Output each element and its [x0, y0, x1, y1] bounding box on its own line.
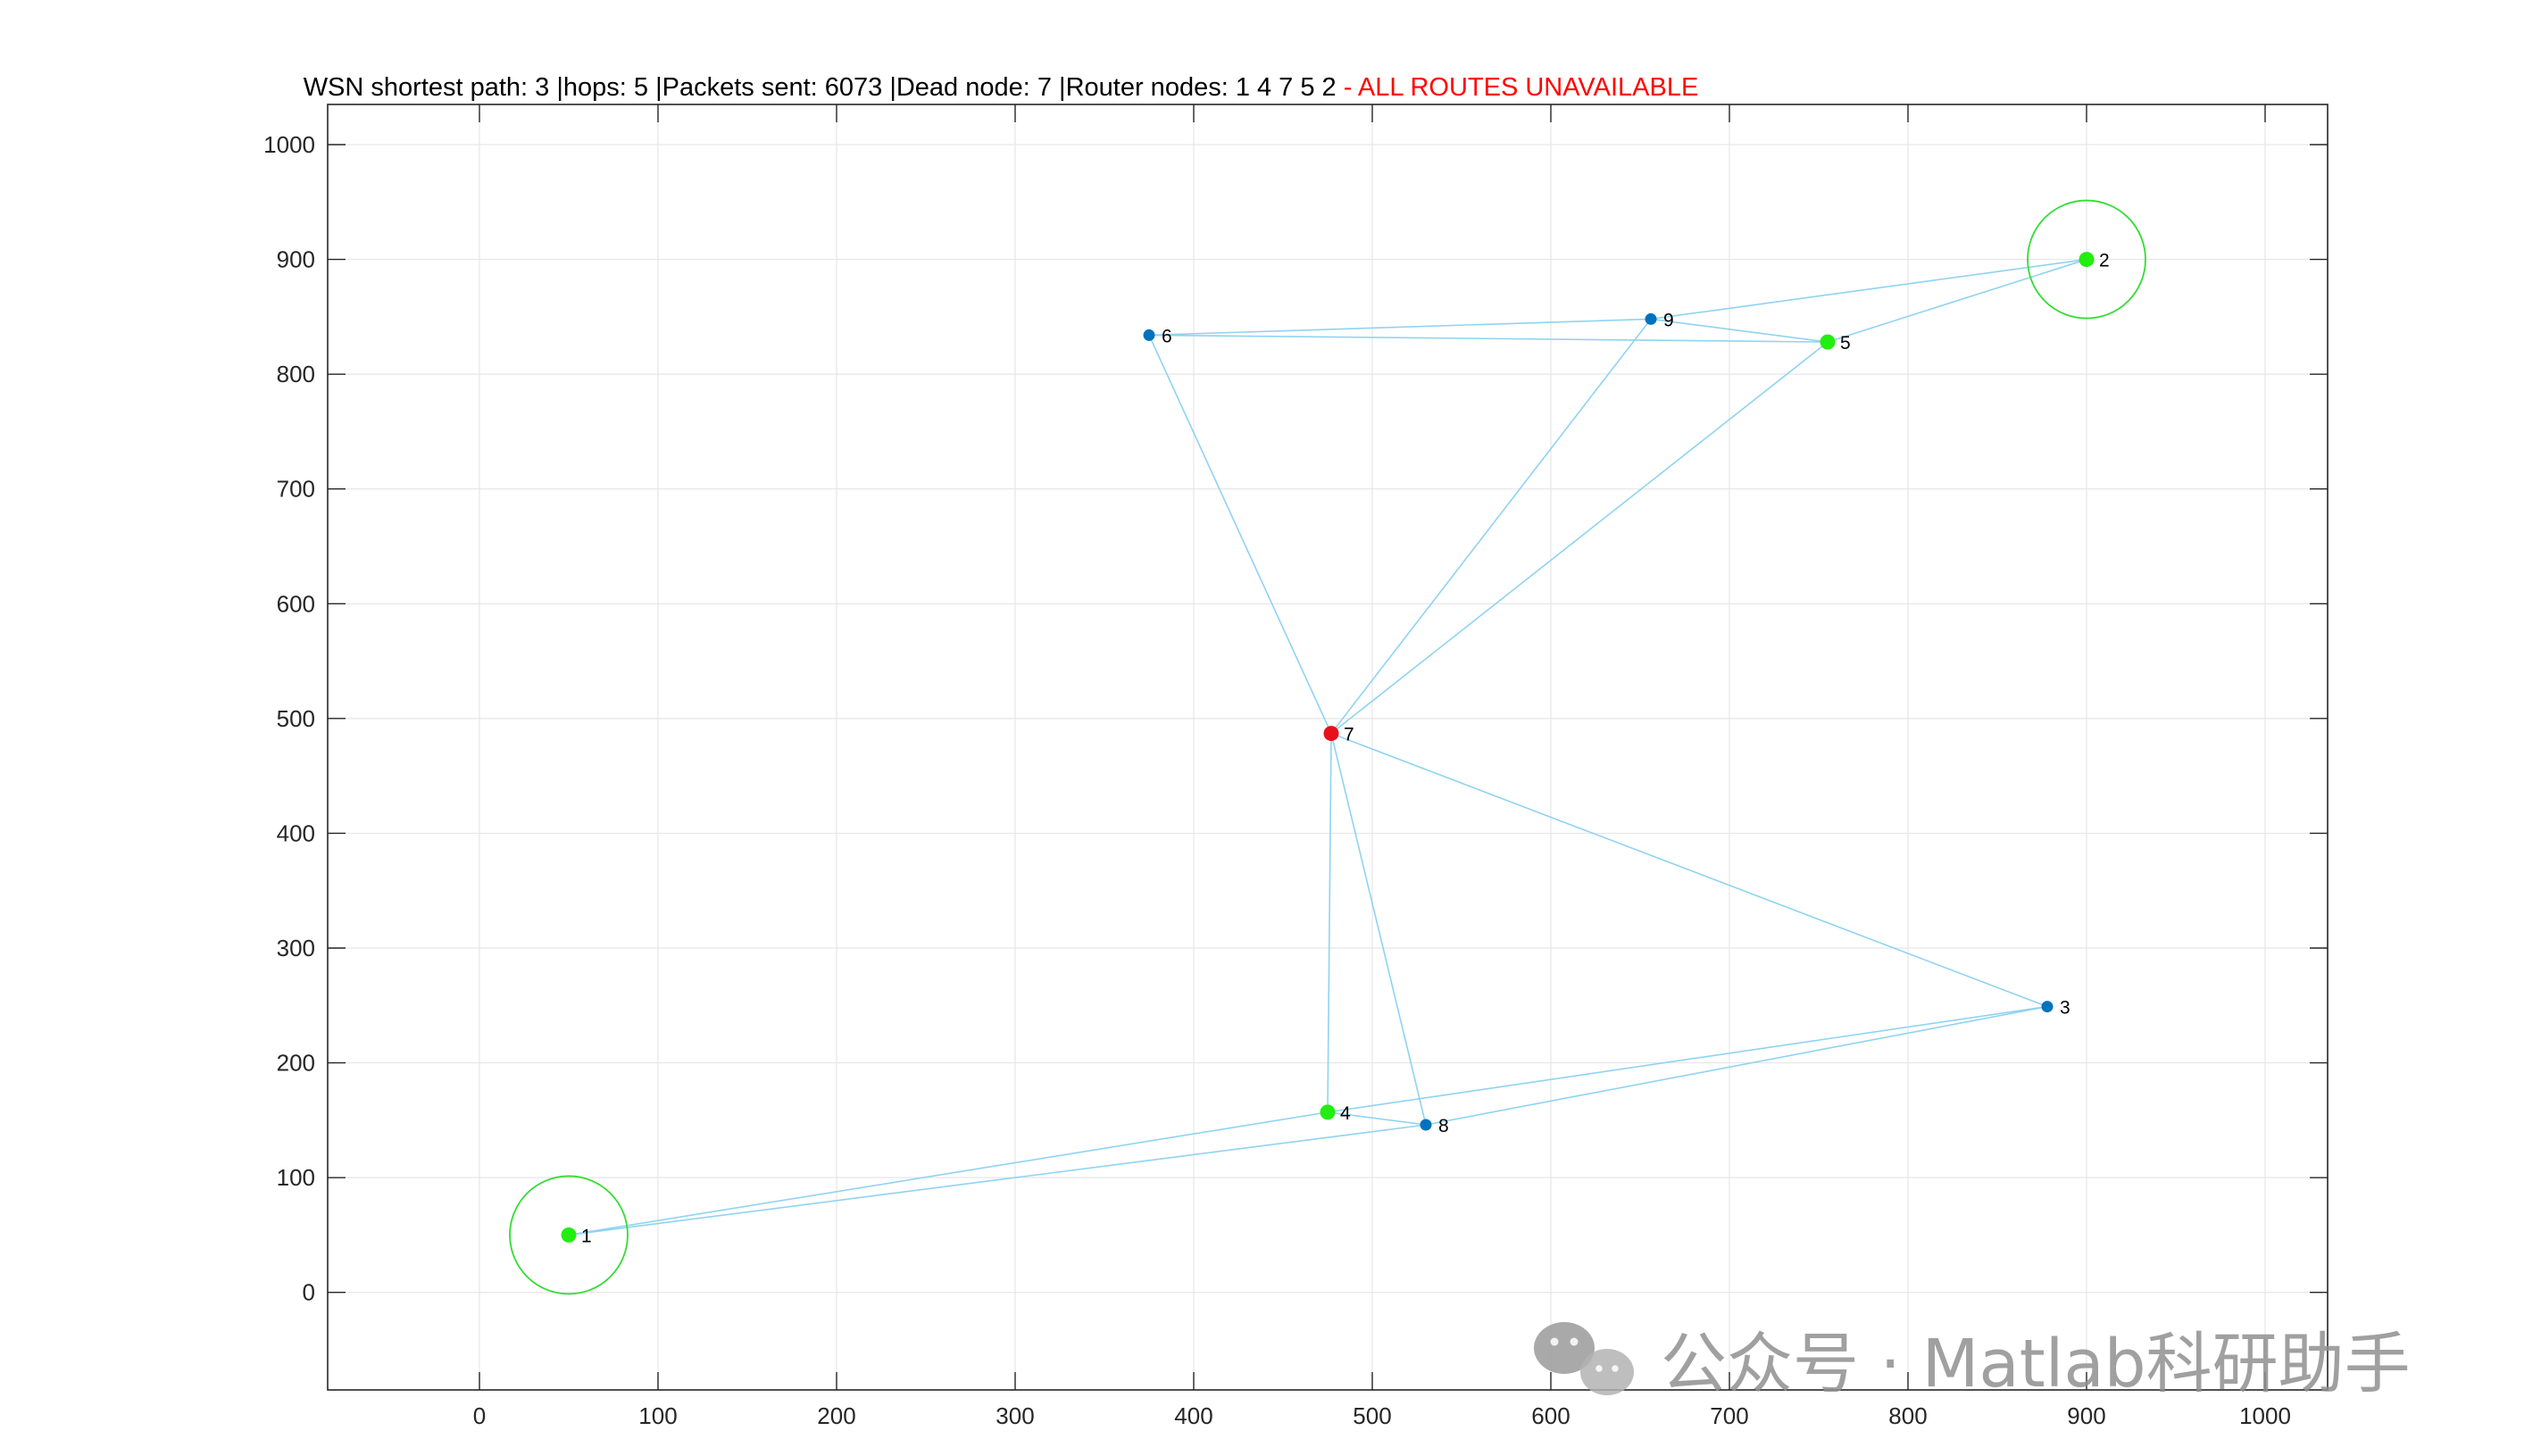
node-3-marker: [2041, 1001, 2054, 1013]
watermark-text: 公众号 · Matlab科研助手: [1661, 1326, 2411, 1402]
node-labels: 1 2 3 4 5 6 7 8 9: [581, 251, 2110, 1247]
x-tick-label: 400: [1174, 1402, 1212, 1429]
link-4-3: [1327, 1005, 2048, 1113]
range-circles: [509, 199, 2146, 1295]
y-tick-label: 400: [277, 820, 315, 846]
range-circle-1: [509, 1175, 629, 1295]
link-7-6: [1148, 335, 1332, 734]
link-6-5: [1148, 334, 1829, 343]
link-6-9: [1148, 318, 1652, 337]
y-tick-label: 0: [303, 1279, 315, 1306]
x-tick-label: 300: [996, 1402, 1034, 1429]
y-tick-label: 500: [277, 705, 315, 732]
x-tick-label: 200: [817, 1402, 855, 1429]
wechat-icon: [1534, 1322, 1634, 1395]
link-5-2: [1827, 258, 2087, 343]
x-tick-label: 100: [638, 1402, 677, 1429]
node-3-label: 3: [2060, 998, 2070, 1019]
axis-ticks: [328, 104, 2328, 1390]
link-9-5: [1650, 318, 1829, 343]
y-tick-label: 1000: [263, 131, 315, 158]
x-tick-label: 500: [1353, 1402, 1391, 1429]
node-2-marker: [2079, 252, 2095, 268]
y-tick-label: 800: [277, 361, 315, 387]
link-7-3: [1330, 732, 2048, 1008]
link-4-8: [1327, 1111, 1427, 1126]
y-tick-label: 700: [277, 476, 315, 503]
watermark: 公众号 · Matlab科研助手: [1534, 1322, 2411, 1402]
node-8-marker: [1420, 1119, 1432, 1131]
x-tick-label: 600: [1531, 1402, 1570, 1429]
node-2-label: 2: [2099, 251, 2110, 271]
node-5-label: 5: [1840, 333, 1851, 354]
node-7-label: 7: [1344, 725, 1354, 745]
node-6-marker: [1143, 329, 1155, 341]
link-1-4: [568, 1111, 1329, 1236]
y-tick-labels: 0 100 200 300 400 500 600 700 800 900 1000: [263, 131, 315, 1306]
chart-title: WSN shortest path: 3 |hops: 5 |Packets s…: [304, 73, 1699, 102]
y-tick-label: 300: [277, 935, 315, 961]
link-1-8: [568, 1124, 1427, 1236]
link-7-5: [1330, 341, 1829, 735]
plot-box: [327, 104, 2329, 1391]
x-tick-label: 900: [2067, 1402, 2105, 1429]
network-links: [568, 258, 2087, 1236]
y-tick-label: 900: [277, 246, 315, 273]
x-tick-label: 800: [1888, 1402, 1927, 1429]
node-5-marker: [1820, 334, 1836, 350]
link-9-2: [1650, 258, 2087, 320]
chart-title-main: WSN shortest path: 3 |hops: 5 |Packets s…: [304, 73, 1337, 102]
chart-title-warning: - ALL ROUTES UNAVAILABLE: [1337, 73, 1699, 102]
node-8-label: 8: [1438, 1116, 1449, 1136]
link-8-7: [1330, 733, 1427, 1126]
node-9-marker: [1645, 312, 1657, 325]
y-tick-label: 100: [277, 1164, 315, 1191]
node-1-marker: [561, 1227, 577, 1243]
plot-area: [328, 104, 2328, 1390]
link-4-7: [1327, 733, 1332, 1112]
node-1-label: 1: [581, 1226, 592, 1246]
link-7-9: [1330, 318, 1652, 735]
network-nodes: [561, 252, 2095, 1243]
range-circle-2: [2027, 199, 2146, 320]
y-tick-label: 200: [277, 1050, 315, 1077]
node-4-label: 4: [1340, 1103, 1351, 1124]
node-4-marker: [1320, 1104, 1336, 1120]
node-7-marker: [1323, 726, 1339, 742]
x-tick-label: 0: [473, 1402, 486, 1429]
x-tick-label: 700: [1710, 1402, 1748, 1429]
node-6-label: 6: [1162, 326, 1172, 346]
grid-lines: [328, 104, 2328, 1390]
x-tick-label: 1000: [2239, 1402, 2291, 1429]
y-tick-label: 600: [277, 590, 315, 617]
x-tick-labels: 0 100 200 300 400 500 600 700 800 900 1000: [473, 1402, 2291, 1429]
link-8-3: [1425, 1005, 2048, 1126]
node-9-label: 9: [1663, 310, 1674, 330]
